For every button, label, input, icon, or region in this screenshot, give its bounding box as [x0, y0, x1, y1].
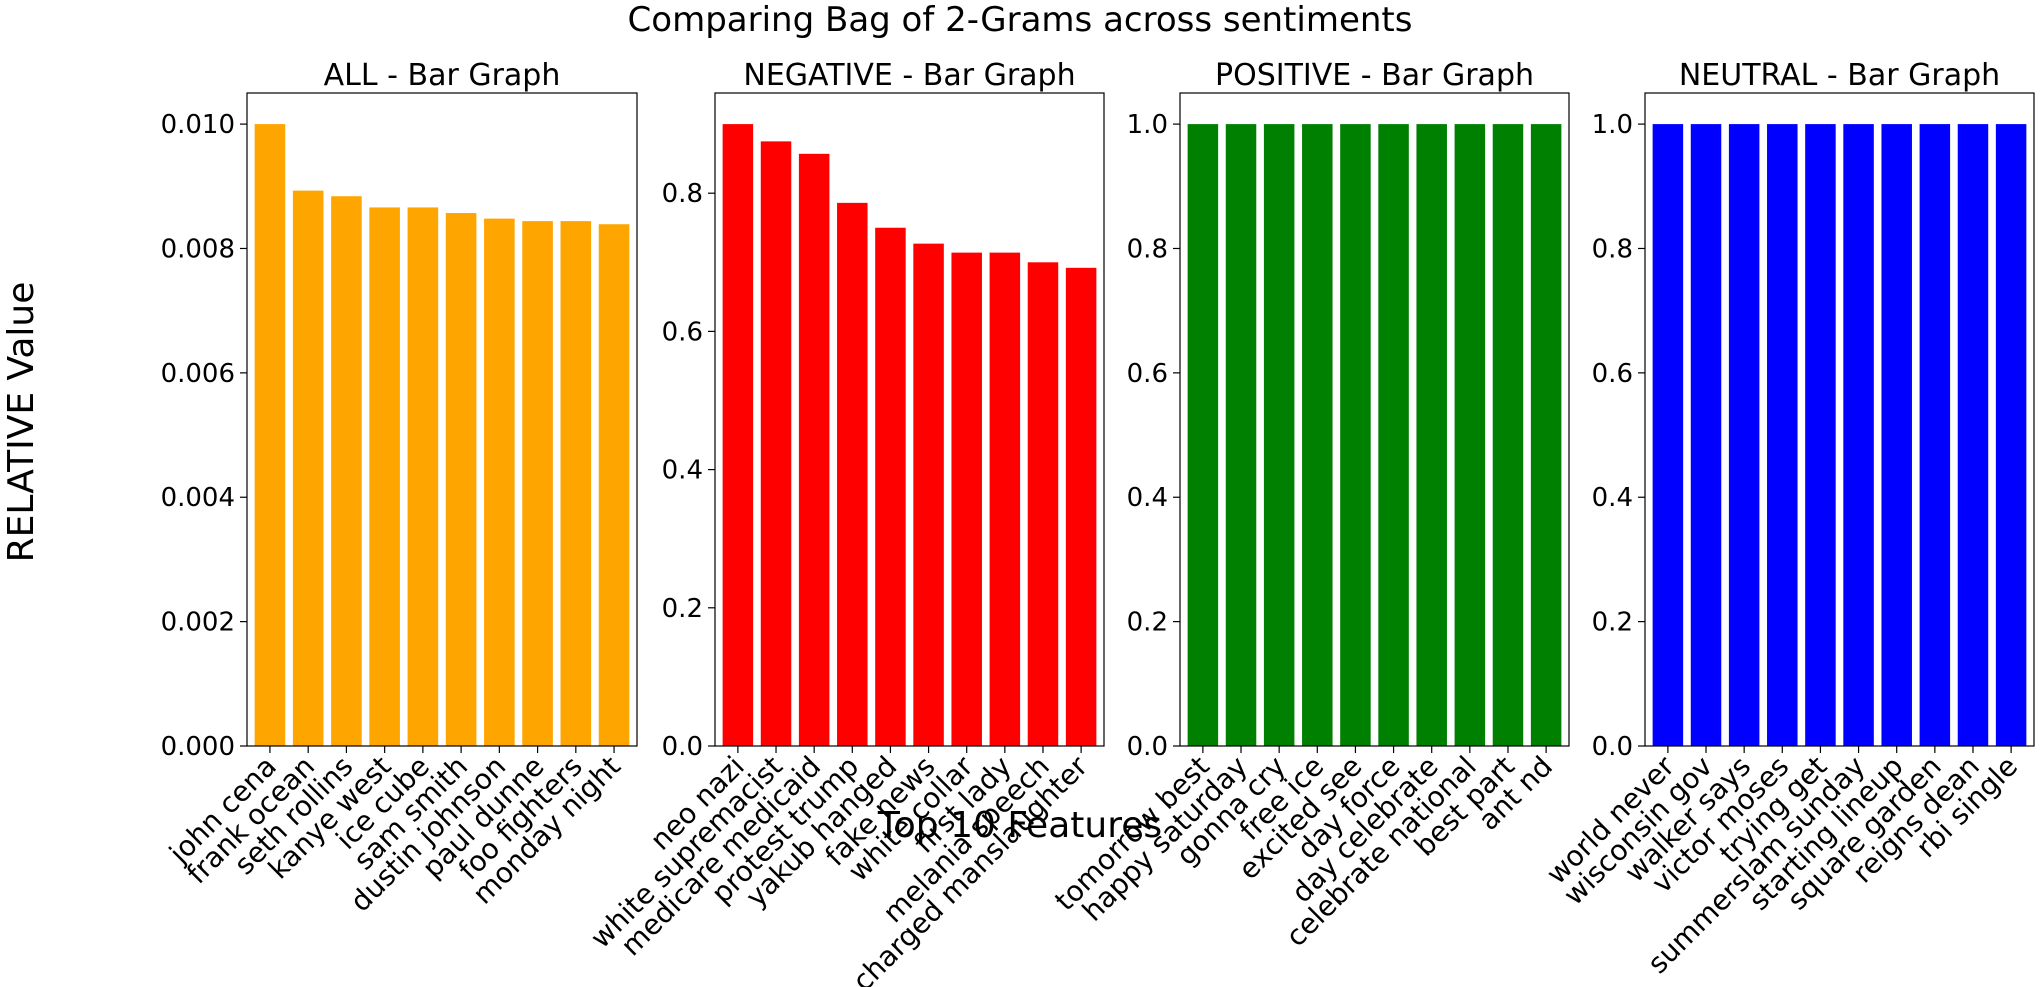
bar: [407, 207, 439, 746]
y-tick-label: 0.008: [161, 234, 235, 264]
bar: [760, 141, 792, 747]
bar: [1187, 124, 1219, 747]
bar: [254, 124, 286, 747]
figure-title: Comparing Bag of 2-Grams across sentimen…: [628, 0, 1413, 40]
y-tick-label: 0.4: [1127, 483, 1168, 513]
y-tick-label: 1.0: [1592, 110, 1633, 140]
bar: [1690, 124, 1722, 747]
y-axis-label: RELATIVE Value: [1, 282, 42, 563]
y-tick-label: 0.0: [662, 732, 703, 762]
y-tick-label: 0.002: [161, 608, 235, 638]
bar: [292, 190, 324, 747]
y-tick-label: 0.000: [161, 732, 235, 762]
bar: [722, 124, 754, 747]
bar: [522, 221, 553, 747]
bar: [331, 196, 362, 746]
y-tick-label: 0.2: [1127, 608, 1168, 638]
y-tick-label: 0.4: [1592, 483, 1633, 513]
bar: [1416, 124, 1447, 747]
axes-frame: [714, 92, 1105, 747]
y-tick-label: 0.8: [1592, 234, 1633, 264]
y-tick-label: 0.0: [1592, 732, 1633, 762]
bar: [1492, 124, 1524, 747]
bar: [1065, 267, 1097, 746]
y-tick-label: 0.2: [1592, 608, 1633, 638]
bar: [560, 221, 592, 747]
bar: [1805, 124, 1836, 747]
subplot-title: NEGATIVE - Bar Graph: [743, 58, 1075, 93]
bar: [1263, 124, 1295, 747]
bar: [1225, 124, 1257, 747]
bar: [837, 202, 868, 746]
y-tick-label: 0.4: [662, 456, 703, 486]
y-tick-label: 0.006: [161, 359, 235, 389]
bar: [1652, 124, 1684, 747]
bar: [1530, 124, 1562, 747]
x-axis-label: Top 10 Features: [877, 805, 1162, 846]
bar: [951, 252, 982, 746]
axes-frame: [246, 92, 638, 747]
y-tick-label: 0.2: [662, 594, 703, 624]
y-tick-label: 0.8: [1127, 234, 1168, 264]
y-tick-label: 0.010: [161, 110, 235, 140]
bar: [875, 227, 906, 746]
bar: [484, 218, 515, 746]
bar: [369, 207, 400, 746]
bar: [798, 153, 830, 746]
subplot-title: POSITIVE - Bar Graph: [1215, 58, 1534, 93]
bar: [1378, 124, 1409, 747]
bar: [1995, 124, 2027, 747]
bar: [1767, 124, 1798, 747]
bar: [1302, 124, 1333, 747]
y-tick-label: 0.8: [662, 179, 703, 209]
axes-frame: [1179, 92, 1570, 747]
subplot-title: ALL - Bar Graph: [324, 58, 561, 93]
bar: [1027, 262, 1059, 746]
bar: [1957, 124, 1989, 747]
y-tick-label: 1.0: [1127, 110, 1168, 140]
bar: [1340, 124, 1371, 747]
bar: [989, 252, 1021, 746]
y-tick-label: 0.6: [1127, 359, 1168, 389]
y-tick-label: 0.6: [662, 317, 703, 347]
bar: [1881, 124, 1912, 747]
y-tick-label: 0.0: [1127, 732, 1168, 762]
bar: [913, 243, 944, 746]
subplot-title: NEUTRAL - Bar Graph: [1679, 58, 2000, 93]
bar: [598, 224, 630, 746]
axes-frame: [1644, 92, 2035, 747]
y-tick-label: 0.004: [161, 483, 235, 513]
bar: [1728, 124, 1760, 747]
bar: [1454, 124, 1486, 747]
bar: [445, 213, 477, 747]
bar: [1919, 124, 1951, 747]
bar: [1843, 124, 1874, 747]
y-tick-label: 0.6: [1592, 359, 1633, 389]
